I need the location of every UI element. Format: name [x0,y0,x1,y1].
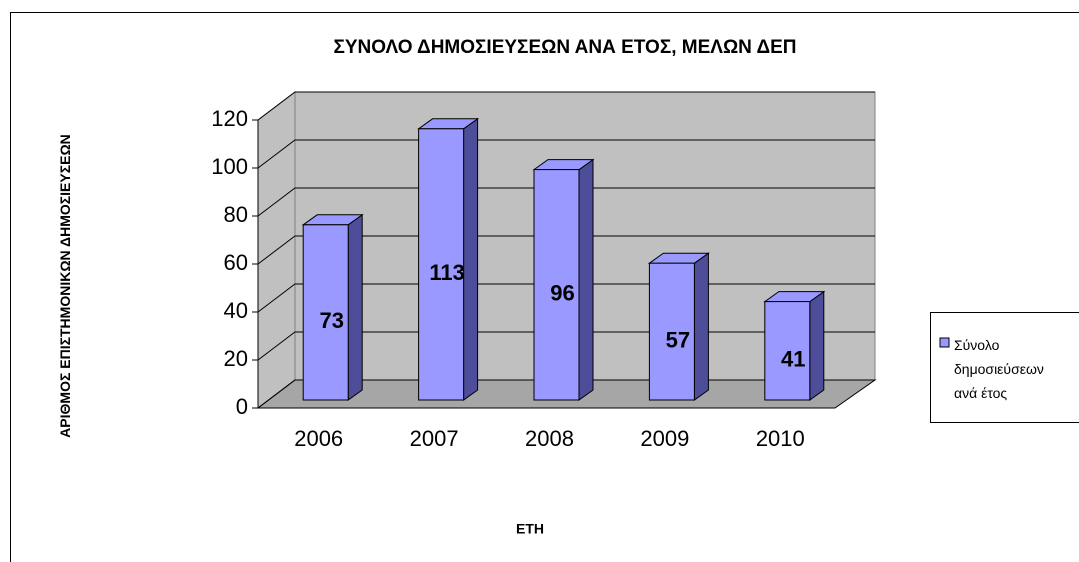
legend-box [930,312,1079,423]
y-axis-label: ΑΡΙΘΜΟΣ ΕΠΙΣΤΗΜΟΝΙΚΩΝ ΔΗΜΟΣΙΕΥΣΕΩΝ [57,134,73,438]
y-tick-label: 120 [211,106,248,131]
grid-line [257,139,875,169]
y-tick-label: 0 [236,394,248,419]
y-tick-label: 100 [211,154,248,179]
y-tick-label: 60 [224,250,248,275]
bar-side [809,290,825,401]
bar [764,301,811,401]
legend-swatch [939,337,950,348]
bar [302,224,349,401]
y-tick-label: 40 [224,298,248,323]
bar [533,169,580,401]
legend-label: Σύνολο δημοσιεύσεων ανά έτος [954,337,1044,401]
x-tick-label: 2006 [294,426,343,451]
bar-side [347,213,363,401]
bar-side [693,252,709,401]
data-label: 113 [429,260,465,285]
data-label: 73 [319,308,343,333]
x-axis-label: ΕΤΗ [516,521,544,537]
x-tick-label: 2009 [640,426,689,451]
x-tick-label: 2010 [756,426,805,451]
bar [648,262,695,401]
y-tick-label: 20 [224,346,248,371]
y-tick-label: 80 [224,202,248,227]
data-label: 41 [781,347,805,372]
x-tick-label: 2007 [410,426,459,451]
grid-line [257,91,875,121]
data-label: 57 [666,327,690,352]
bar-side [463,117,479,401]
bar [418,128,465,401]
bar-side [578,158,594,401]
x-tick-label: 2008 [525,426,574,451]
grid-line [257,187,875,217]
data-label: 96 [550,281,574,306]
chart-title: ΣΥΝΟΛΟ ΔΗΜΟΣΙΕΥΣΕΩΝ ΑΝΑ ΕΤΟΣ, ΜΕΛΩΝ ΔΕΠ [333,37,796,58]
grid-line [257,235,875,265]
